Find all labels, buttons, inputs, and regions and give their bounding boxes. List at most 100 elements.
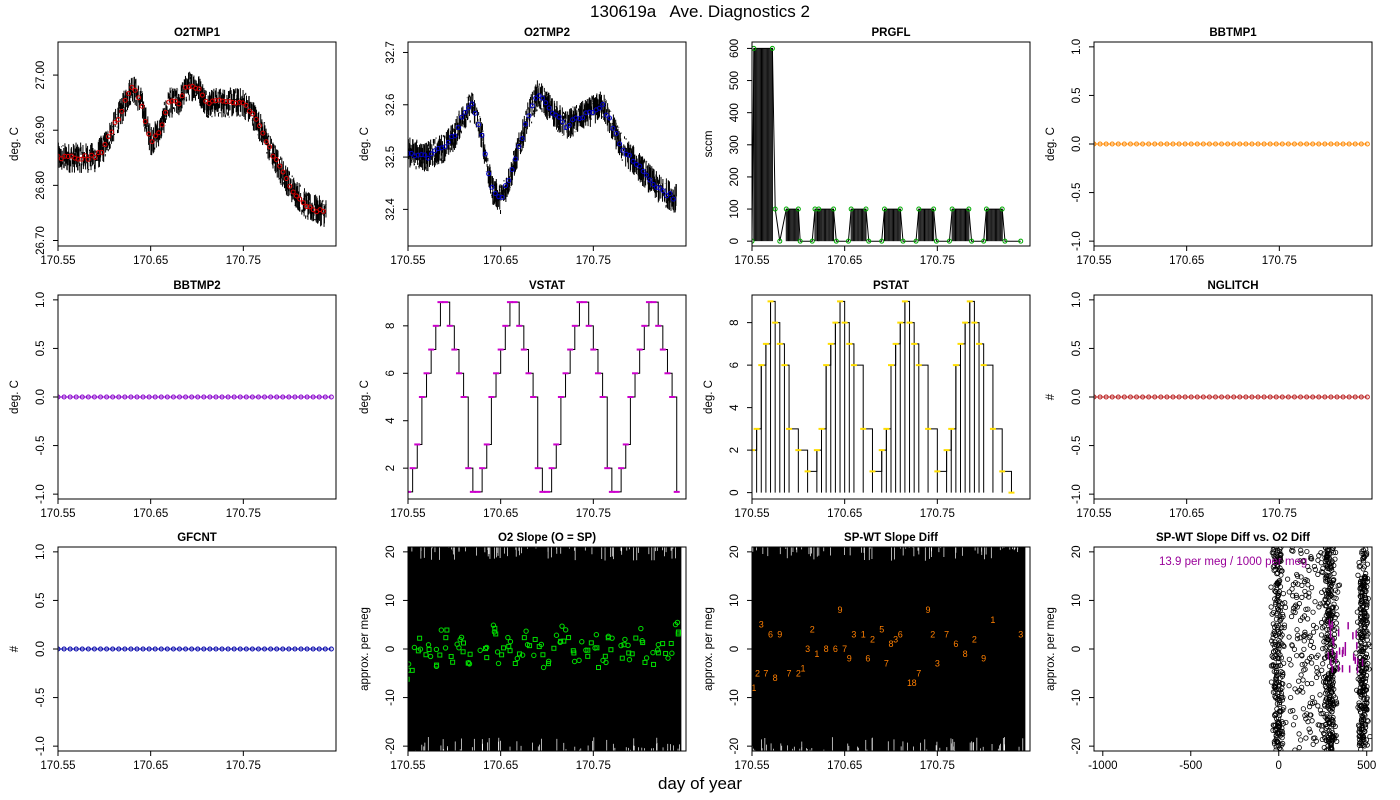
data-point — [1315, 557, 1321, 563]
data-point — [1302, 578, 1308, 585]
data-point — [795, 206, 801, 212]
data-point — [1362, 574, 1368, 580]
data-point — [583, 647, 589, 653]
data-point — [583, 110, 589, 116]
data-point — [1363, 588, 1369, 595]
data-point — [91, 646, 97, 652]
data-point — [1314, 669, 1320, 675]
data-point — [1356, 702, 1362, 708]
data-point — [310, 646, 316, 652]
y-tick-label: 20 — [385, 545, 397, 558]
y-tick-label: -20 — [1071, 738, 1083, 755]
data-point — [116, 394, 122, 400]
data-point — [1276, 656, 1282, 662]
data-point — [1271, 668, 1277, 675]
data-point — [1164, 141, 1170, 147]
data-point — [286, 394, 292, 400]
data-point — [1322, 698, 1328, 704]
data-point — [1304, 681, 1310, 687]
data-point — [1333, 549, 1339, 556]
data-point — [540, 652, 546, 658]
x-tick-label: 170.65 — [133, 508, 168, 520]
data-line — [752, 47, 1021, 242]
data-point-label: 3 — [935, 659, 940, 669]
x-tick-label: 170.65 — [133, 255, 168, 267]
data-point — [122, 394, 128, 400]
x-tick-label: 500 — [1357, 760, 1376, 772]
data-point — [1321, 744, 1327, 751]
data-point — [969, 238, 975, 244]
x-tick-label: 170.75 — [576, 508, 611, 520]
data-point-label: 7 — [944, 629, 949, 639]
data-point — [433, 663, 440, 670]
data-point — [280, 646, 286, 652]
data-point — [545, 658, 552, 665]
data-point — [848, 206, 854, 212]
data-point — [425, 642, 432, 648]
data-point — [617, 141, 623, 147]
y-tick-label: 8 — [385, 323, 397, 329]
data-point — [183, 84, 189, 90]
data-point — [1317, 707, 1324, 713]
plot-frame — [407, 546, 687, 752]
data-point — [186, 84, 192, 90]
data-point — [1152, 394, 1158, 400]
data-point — [1269, 638, 1275, 644]
data-point — [1280, 670, 1286, 676]
data-point — [627, 152, 633, 158]
data-point — [586, 109, 592, 115]
data-point — [1324, 688, 1330, 694]
data-point — [1360, 555, 1366, 562]
data-point — [62, 153, 68, 159]
x-tick-label: 170.55 — [40, 508, 75, 520]
data-point — [189, 646, 195, 652]
data-point — [1363, 675, 1369, 682]
data-point — [1324, 644, 1330, 650]
data-point — [1308, 638, 1315, 645]
x-tick-label: 170.65 — [1169, 508, 1204, 520]
data-point — [1326, 578, 1333, 584]
data-point — [122, 646, 128, 652]
data-point — [134, 646, 140, 652]
data-point — [573, 115, 579, 121]
data-point — [1320, 646, 1326, 652]
y-tick-label: 200 — [729, 167, 741, 186]
data-point — [98, 394, 104, 400]
data-point — [1359, 583, 1365, 589]
data-point — [983, 206, 989, 212]
data-point — [58, 646, 61, 652]
data-point — [61, 394, 67, 400]
plot-frame — [751, 294, 1031, 500]
data-point — [128, 394, 134, 400]
x-tick-label: 170.65 — [483, 760, 518, 772]
data-point — [1273, 582, 1279, 588]
data-point — [1279, 394, 1285, 400]
data-point — [560, 119, 566, 125]
data-point — [1261, 394, 1267, 400]
data-point — [639, 638, 645, 644]
data-point — [752, 45, 757, 51]
data-point — [75, 156, 81, 162]
data-point — [916, 206, 922, 212]
data-point — [897, 206, 903, 212]
data-point — [660, 188, 666, 194]
data-point — [999, 206, 1005, 212]
data-point — [320, 208, 326, 214]
data-point — [1357, 578, 1364, 584]
data-point — [140, 646, 146, 652]
data-point — [1320, 600, 1326, 606]
data-point — [672, 621, 679, 628]
data-point — [618, 642, 624, 649]
data-point-label: 9 — [777, 629, 782, 639]
data-point — [1243, 141, 1249, 147]
data-point — [1358, 709, 1364, 715]
y-tick-label: 32.5 — [385, 146, 397, 168]
panel-title: NGLITCH — [1207, 280, 1258, 292]
data-point — [1298, 547, 1304, 553]
data-point — [809, 238, 815, 244]
data-point — [201, 646, 207, 652]
data-point — [1360, 603, 1367, 609]
data-point — [1327, 583, 1334, 590]
data-point — [506, 643, 512, 649]
data-point — [1362, 722, 1368, 728]
